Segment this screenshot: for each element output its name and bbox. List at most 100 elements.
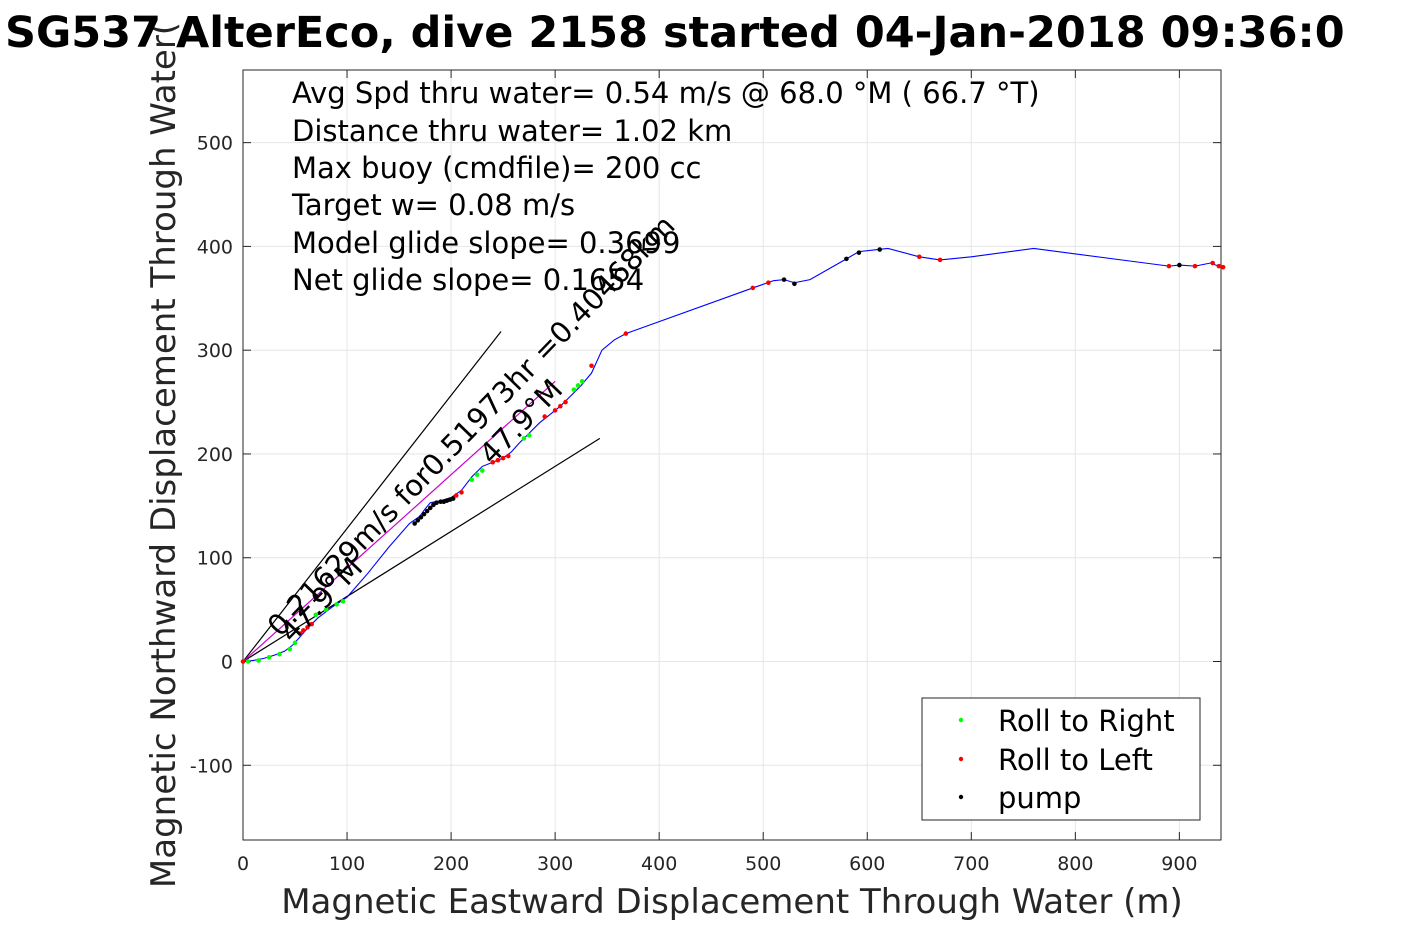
point-pump — [434, 500, 439, 506]
annotation-max-buoy: Max buoy (cmdfile)= 200 cc — [292, 151, 701, 185]
legend-marker-roll-left — [958, 756, 964, 762]
point-pump — [450, 496, 456, 501]
x-tick-label: 500 — [745, 853, 781, 875]
x-tick-label: 700 — [953, 853, 989, 875]
plot-area-frame — [242, 69, 1222, 841]
point-pump — [792, 281, 797, 287]
point-pump — [415, 518, 421, 523]
x-tick-label: 100 — [329, 853, 365, 875]
point-roll-to-left — [563, 399, 568, 405]
point-roll-to-left — [305, 624, 310, 630]
point-roll-to-left — [937, 257, 943, 263]
point-roll-to-left — [542, 414, 548, 419]
point-pump — [412, 521, 417, 526]
x-tick-label: 800 — [1057, 853, 1093, 875]
point-pump — [844, 256, 849, 262]
point-roll-to-left — [750, 285, 756, 291]
y-tick-label: 0 — [221, 652, 233, 674]
point-roll-to-left — [453, 493, 459, 498]
heading-line — [242, 437, 601, 663]
point-roll-to-right — [526, 432, 532, 438]
stats-annotations: Avg Spd thru water= 0.54 m/s @ 68.0 °M (… — [291, 76, 1040, 297]
x-tick-label: 900 — [1161, 853, 1197, 875]
annotation-model-glide-slope: Model glide slope= 0.3699 — [292, 226, 680, 260]
track-line — [242, 247, 1222, 663]
point-roll-to-right — [340, 599, 346, 604]
y-tick-label: 100 — [197, 548, 233, 570]
point-pump — [424, 508, 430, 514]
point-pump — [877, 247, 883, 252]
legend-label-pump: pump — [998, 781, 1081, 815]
chart-title: SG537 AlterEco, dive 2158 started 04-Jan… — [5, 8, 1345, 58]
y-tick-label: 300 — [197, 340, 233, 362]
point-roll-to-right — [292, 640, 298, 646]
point-roll-to-left — [297, 631, 303, 636]
point-roll-to-left — [459, 490, 464, 495]
point-roll-to-left — [490, 459, 496, 465]
point-roll-to-left — [309, 621, 314, 627]
point-roll-to-left — [552, 408, 558, 413]
point-roll-to-right — [266, 655, 272, 660]
point-roll-to-right — [469, 477, 475, 483]
point-roll-to-right — [479, 468, 485, 473]
annotation-net-glide-slope: Net glide slope= 0.1654 — [292, 263, 644, 297]
point-roll-to-left — [1192, 263, 1198, 269]
x-tick-label: 200 — [433, 853, 469, 875]
point-roll-to-left — [766, 280, 771, 286]
point-roll-to-left — [623, 331, 629, 336]
y-tick-label: -100 — [190, 755, 233, 777]
point-pump — [856, 250, 862, 255]
x-tick-label: 600 — [849, 853, 885, 875]
y-tick-label: 500 — [197, 133, 233, 155]
point-roll-to-left — [1210, 260, 1215, 266]
annotation-avg-speed: Avg Spd thru water= 0.54 m/s @ 68.0 °M (… — [292, 76, 1040, 110]
x-tick-label: 0 — [237, 853, 249, 875]
y-tick-label: 200 — [197, 444, 233, 466]
point-pump — [1177, 262, 1182, 268]
annotation-target-w: Target w= 0.08 m/s — [291, 188, 575, 222]
legend-box — [921, 697, 1201, 821]
point-roll-to-right — [245, 659, 251, 664]
point-roll-to-left — [1166, 263, 1172, 269]
x-axis-ticks: 0 100 200 300 400 500 600 700 800 900 — [237, 70, 1198, 875]
x-axis-label: Magnetic Eastward Displacement Through W… — [281, 882, 1183, 922]
legend-marker-roll-right — [958, 717, 964, 723]
point-pump — [427, 505, 433, 511]
point-roll-to-left — [589, 363, 594, 369]
data-series — [240, 247, 1226, 664]
point-roll-to-right — [287, 646, 293, 652]
grid — [242, 70, 1221, 840]
y-axis-label: Magnetic Northward Displacement Through … — [144, 22, 184, 888]
point-pump — [421, 511, 427, 517]
point-roll-to-right — [571, 387, 577, 392]
point-roll-to-right — [313, 612, 319, 618]
x-tick-label: 300 — [537, 853, 573, 875]
legend: Roll to Right Roll to Left pump — [921, 697, 1201, 821]
point-roll-to-left — [1216, 263, 1222, 269]
point-roll-to-left — [500, 455, 506, 461]
point-roll-to-right — [579, 379, 585, 384]
legend-marker-pump — [958, 794, 964, 800]
legend-label-roll-right: Roll to Right — [998, 704, 1175, 738]
point-pump — [418, 514, 424, 520]
point-roll-to-right — [521, 436, 527, 441]
legend-label-roll-left: Roll to Left — [998, 743, 1153, 777]
point-roll-to-left — [506, 453, 511, 459]
point-roll-to-left — [558, 403, 563, 409]
annotation-distance: Distance thru water= 1.02 km — [292, 114, 732, 148]
point-roll-to-left — [495, 457, 501, 463]
point-pump — [781, 277, 787, 282]
point-roll-to-left — [301, 628, 306, 633]
point-roll-to-right — [474, 472, 480, 478]
point-roll-to-right — [334, 602, 339, 607]
point-roll-to-left — [1220, 264, 1226, 270]
point-roll-to-left — [916, 254, 922, 260]
heading-line — [242, 331, 502, 662]
heading-line — [242, 380, 556, 662]
y-axis-ticks: -100 0 100 200 300 400 500 — [190, 133, 1221, 777]
heading-lines — [242, 331, 601, 663]
point-roll-to-right — [277, 651, 282, 657]
point-roll-to-right — [575, 383, 581, 388]
point-roll-to-right — [323, 607, 329, 612]
